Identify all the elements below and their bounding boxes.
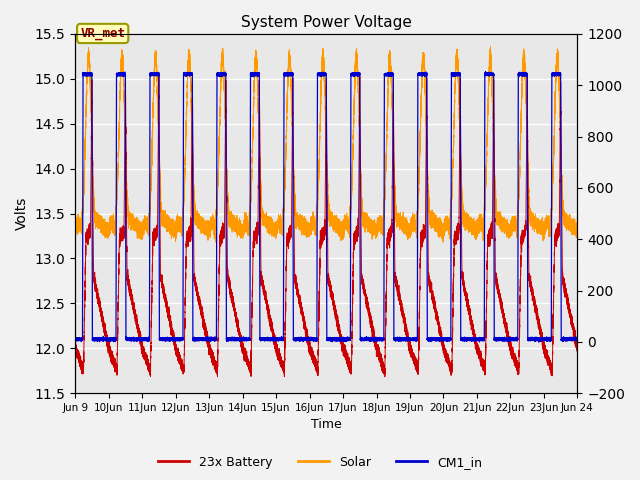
Legend: 23x Battery, Solar, CM1_in: 23x Battery, Solar, CM1_in: [153, 451, 487, 474]
Title: System Power Voltage: System Power Voltage: [241, 15, 412, 30]
Y-axis label: Volts: Volts: [15, 197, 29, 230]
X-axis label: Time: Time: [311, 419, 342, 432]
Text: VR_met: VR_met: [80, 27, 125, 40]
